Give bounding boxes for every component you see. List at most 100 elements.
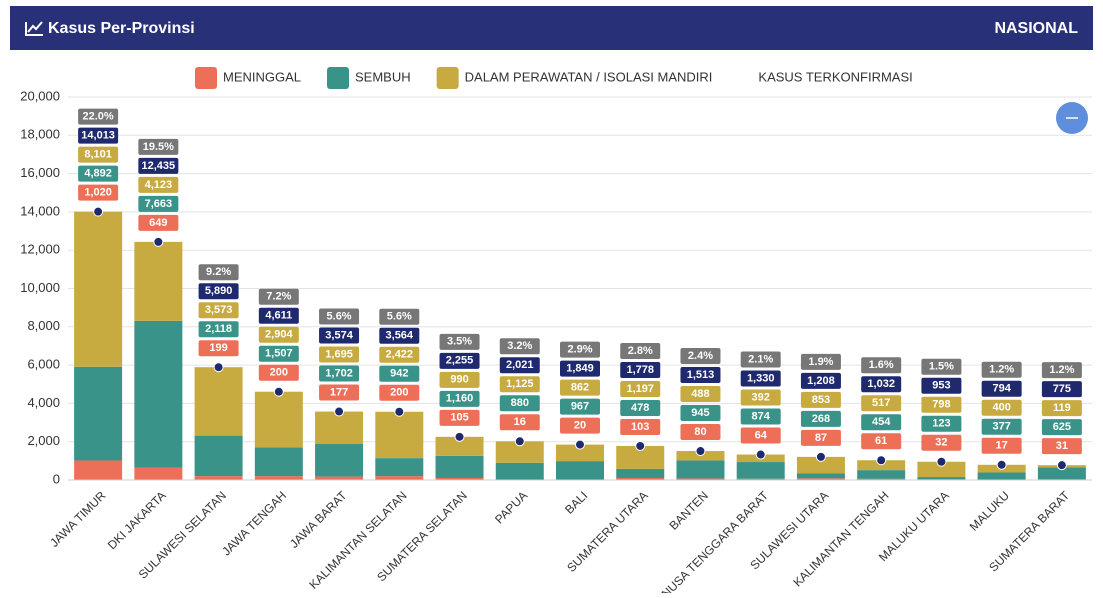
bar-segment bbox=[195, 436, 243, 477]
x-tick-label: PAPUA bbox=[492, 488, 530, 526]
data-label: 4,611 bbox=[265, 310, 292, 322]
data-label: 3,573 bbox=[205, 304, 233, 316]
data-label: 478 bbox=[631, 402, 649, 414]
total-dot bbox=[395, 407, 404, 416]
x-tick-label: JAWA TENGAH bbox=[219, 488, 289, 558]
bar-segment bbox=[74, 460, 122, 480]
data-label: 5.6% bbox=[327, 310, 352, 322]
data-label: 1,032 bbox=[867, 378, 895, 390]
data-label: 103 bbox=[631, 421, 649, 433]
data-label: 1,702 bbox=[325, 367, 353, 379]
data-label: 2,021 bbox=[506, 359, 534, 371]
data-label: 1,507 bbox=[265, 348, 293, 360]
data-label: 625 bbox=[1053, 421, 1071, 433]
total-dot bbox=[997, 460, 1006, 469]
bar-segment bbox=[74, 367, 122, 461]
bar-segment bbox=[375, 412, 423, 458]
header-title: Kasus Per-Provinsi bbox=[48, 20, 195, 37]
total-dot bbox=[335, 407, 344, 416]
data-label: 1,208 bbox=[807, 375, 835, 387]
data-label: 2.4% bbox=[688, 350, 713, 362]
bar-segment bbox=[255, 476, 303, 480]
bar-segment bbox=[74, 212, 122, 367]
total-dot bbox=[696, 447, 705, 456]
header-scope[interactable]: NASIONAL bbox=[994, 20, 1078, 37]
x-tick-label: MALUKU bbox=[967, 488, 1012, 533]
y-tick-label: 2,000 bbox=[27, 433, 60, 448]
y-tick-label: 16,000 bbox=[20, 165, 60, 180]
bar-segment bbox=[917, 477, 965, 479]
bar-segment bbox=[978, 472, 1026, 479]
data-label: 1,020 bbox=[84, 187, 112, 199]
data-label: 32 bbox=[935, 437, 947, 449]
total-dot bbox=[455, 432, 464, 441]
legend-label: MENINGGAL bbox=[223, 69, 301, 84]
data-label: 1,695 bbox=[325, 348, 353, 360]
total-dot bbox=[94, 207, 103, 216]
data-label: 2.1% bbox=[748, 353, 773, 365]
total-dot bbox=[877, 456, 886, 465]
x-tick-label: KALIMANTAN SELATAN bbox=[306, 488, 409, 591]
data-label: 2,118 bbox=[205, 323, 232, 335]
data-label: 1,513 bbox=[687, 369, 715, 381]
data-label: 3.5% bbox=[447, 336, 472, 348]
y-tick-label: 14,000 bbox=[20, 203, 60, 218]
legend-swatch bbox=[195, 67, 217, 89]
data-label: 392 bbox=[752, 391, 770, 403]
data-label: 105 bbox=[450, 412, 468, 424]
bar-segment bbox=[436, 456, 484, 478]
total-dot bbox=[1057, 461, 1066, 470]
x-tick-label: DKI JAKARTA bbox=[105, 488, 169, 552]
data-label: 2,255 bbox=[446, 355, 474, 367]
data-label: 400 bbox=[992, 402, 1010, 414]
y-tick-label: 6,000 bbox=[27, 357, 60, 372]
x-tick-label: BANTEN bbox=[667, 488, 711, 532]
y-tick-label: 18,000 bbox=[20, 127, 60, 142]
data-label: 4,123 bbox=[145, 179, 173, 191]
legend-label: DALAM PERAWATAN / ISOLASI MANDIRI bbox=[465, 69, 713, 84]
bar-segment bbox=[375, 458, 423, 476]
data-label: 87 bbox=[815, 432, 827, 444]
data-label: 1.2% bbox=[1049, 364, 1074, 376]
data-label: 649 bbox=[149, 217, 167, 229]
data-label: 862 bbox=[571, 381, 589, 393]
data-label: 853 bbox=[812, 394, 830, 406]
bar-segment bbox=[375, 476, 423, 480]
data-label: 8,101 bbox=[84, 149, 112, 161]
bar-segment bbox=[676, 460, 724, 478]
total-dot bbox=[576, 440, 585, 449]
data-label: 22.0% bbox=[83, 111, 114, 123]
data-label: 1.6% bbox=[869, 359, 894, 371]
total-dot bbox=[756, 450, 765, 459]
data-label: 200 bbox=[270, 367, 288, 379]
data-label: 2.8% bbox=[628, 345, 653, 357]
bar-segment bbox=[737, 462, 785, 479]
data-label: 454 bbox=[872, 416, 891, 428]
data-label: 119 bbox=[1053, 402, 1071, 414]
x-tick-label: JAWA TIMUR bbox=[47, 488, 109, 550]
total-dot bbox=[154, 237, 163, 246]
y-tick-label: 20,000 bbox=[20, 88, 60, 103]
y-tick-label: 12,000 bbox=[20, 242, 60, 257]
data-label: 1.2% bbox=[989, 364, 1014, 376]
data-label: 517 bbox=[872, 397, 890, 409]
data-label: 200 bbox=[390, 387, 408, 399]
data-label: 1,160 bbox=[446, 393, 474, 405]
x-tick-label: JAWA BARAT bbox=[287, 488, 350, 551]
data-label: 17 bbox=[996, 440, 1008, 452]
total-dot bbox=[937, 457, 946, 466]
bar-segment bbox=[134, 468, 182, 480]
data-label: 5,890 bbox=[205, 285, 233, 297]
y-tick-label: 8,000 bbox=[27, 318, 60, 333]
legend-swatch bbox=[437, 67, 459, 89]
data-label: 20 bbox=[574, 419, 586, 431]
data-label: 1.9% bbox=[808, 356, 833, 368]
data-label: 64 bbox=[755, 429, 768, 441]
total-dot bbox=[636, 441, 645, 450]
data-label: 775 bbox=[1053, 383, 1071, 395]
zoom-button[interactable] bbox=[1056, 102, 1088, 134]
data-label: 12,435 bbox=[142, 160, 176, 172]
x-tick-label: BALI bbox=[562, 488, 590, 516]
bar-segment bbox=[315, 444, 363, 477]
